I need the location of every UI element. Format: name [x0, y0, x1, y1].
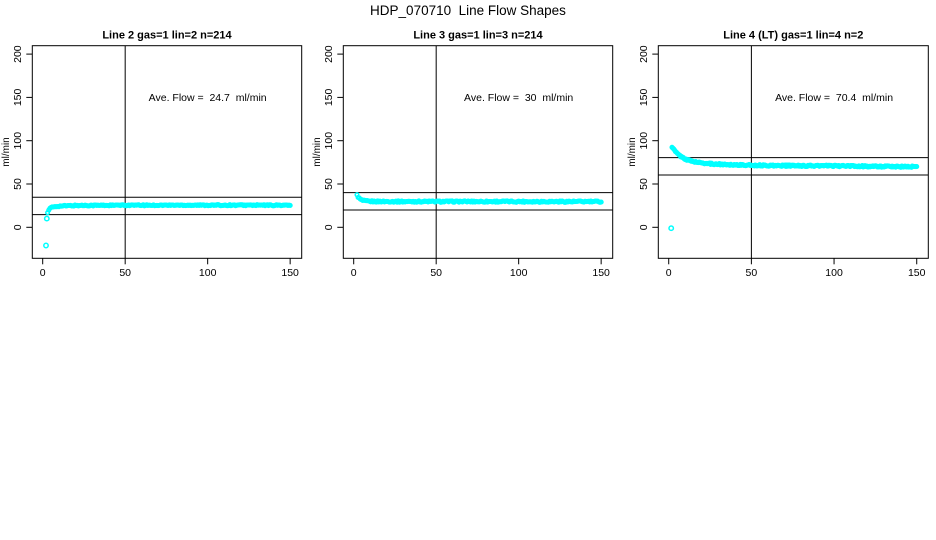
data-point — [598, 199, 604, 205]
ave-flow-annotation: Ave. Flow = 70.4 ml/min — [775, 92, 893, 104]
x-tick-label: 150 — [592, 267, 610, 279]
y-axis-label: ml/min — [1, 137, 12, 166]
x-tick-label: 100 — [510, 267, 528, 279]
x-tick-label: 50 — [430, 267, 442, 279]
x-tick-label: 0 — [351, 267, 357, 279]
outlier-point — [668, 225, 675, 232]
plot-box — [31, 45, 303, 259]
outlier-point — [43, 242, 49, 249]
subplot-2: Line 3 gas=1 lin=3 n=214 0 50 100 150 0 50 100 1… — [312, 30, 614, 279]
y-tick-label: 200 — [638, 45, 650, 63]
y-tick-label: 50 — [12, 178, 24, 190]
data-points — [668, 144, 920, 232]
ave-flow-annotation: Ave. Flow = 30 ml/min — [464, 92, 573, 104]
y-tick-label: 100 — [323, 132, 335, 150]
x-tick-label: 0 — [40, 267, 46, 279]
y-axis-label: ml/min — [312, 137, 323, 166]
y-tick-label: 150 — [638, 88, 650, 106]
y-tick-label: 200 — [12, 45, 24, 63]
x-tick-label: 150 — [281, 267, 299, 279]
subplot-title: Line 2 gas=1 lin=2 n=214 — [102, 30, 232, 42]
x-tick-label: 150 — [908, 267, 926, 279]
y-tick-label: 0 — [12, 224, 24, 230]
y-tick-label: 200 — [323, 45, 335, 63]
x-tick-label: 50 — [119, 267, 131, 279]
x-tick-label: 0 — [666, 267, 672, 279]
ave-flow-annotation: Ave. Flow = 24.7 ml/min — [149, 92, 267, 104]
plot-box — [657, 45, 929, 259]
data-points — [43, 202, 293, 249]
data-points — [354, 192, 604, 205]
data-point — [287, 202, 293, 208]
data-point — [914, 164, 920, 170]
y-tick-label: 150 — [12, 88, 24, 106]
y-tick-label: 0 — [323, 224, 335, 230]
y-tick-label: 100 — [638, 132, 650, 150]
main-title: HDP_070710 Line Flow Shapes — [370, 3, 566, 18]
x-tick-label: 100 — [199, 267, 217, 279]
y-tick-label: 0 — [638, 224, 650, 230]
x-tick-label: 50 — [746, 267, 758, 279]
subplot-title: Line 4 (LT) gas=1 lin=4 n=2 — [723, 30, 863, 42]
y-axis-label: ml/min — [627, 137, 638, 166]
subplot-1: Line 2 gas=1 lin=2 n=214 0 50 100 150 0 50 100 1… — [1, 30, 303, 279]
y-tick-label: 100 — [12, 132, 24, 150]
y-tick-label: 50 — [638, 178, 650, 190]
subplot-3: Line 4 (LT) gas=1 lin=4 n=2 0 50 100 150 0 50 1… — [627, 30, 929, 279]
y-tick-label: 50 — [323, 178, 335, 190]
outlier-point — [43, 215, 50, 222]
subplot-title: Line 3 gas=1 lin=3 n=214 — [413, 30, 543, 42]
x-tick-label: 100 — [825, 267, 843, 279]
y-tick-label: 150 — [323, 88, 335, 106]
plot-box — [342, 45, 614, 259]
